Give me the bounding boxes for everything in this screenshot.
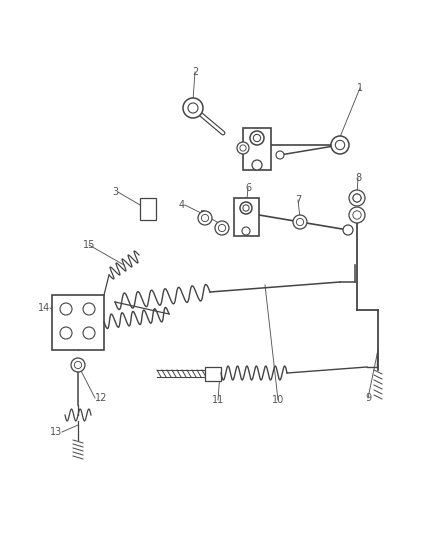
Text: 2: 2 bbox=[192, 67, 198, 77]
Text: 11: 11 bbox=[212, 395, 224, 405]
Circle shape bbox=[240, 145, 246, 151]
Bar bbox=[140, 198, 156, 220]
Text: 7: 7 bbox=[295, 195, 301, 205]
Circle shape bbox=[243, 205, 249, 211]
Circle shape bbox=[293, 215, 307, 229]
Bar bbox=[234, 198, 259, 236]
Circle shape bbox=[297, 219, 304, 225]
Circle shape bbox=[83, 303, 95, 315]
Bar bbox=[243, 128, 271, 170]
Text: 6: 6 bbox=[245, 183, 251, 193]
Bar bbox=[205, 367, 221, 381]
Circle shape bbox=[188, 103, 198, 113]
Circle shape bbox=[343, 225, 353, 235]
Circle shape bbox=[237, 142, 249, 154]
Circle shape bbox=[349, 207, 365, 223]
Text: 8: 8 bbox=[355, 173, 361, 183]
Circle shape bbox=[253, 134, 261, 142]
Text: 3: 3 bbox=[112, 187, 118, 197]
Circle shape bbox=[219, 224, 226, 232]
Circle shape bbox=[331, 136, 349, 154]
Circle shape bbox=[240, 202, 252, 214]
Text: 15: 15 bbox=[83, 240, 95, 250]
Circle shape bbox=[183, 98, 203, 118]
Circle shape bbox=[198, 211, 212, 225]
Circle shape bbox=[276, 151, 284, 159]
Circle shape bbox=[201, 214, 208, 222]
Text: 12: 12 bbox=[95, 393, 107, 403]
Circle shape bbox=[215, 221, 229, 235]
Circle shape bbox=[353, 194, 361, 202]
Text: 14: 14 bbox=[38, 303, 50, 313]
Circle shape bbox=[74, 361, 81, 369]
Circle shape bbox=[252, 160, 262, 170]
Circle shape bbox=[71, 358, 85, 372]
Circle shape bbox=[336, 140, 345, 150]
Circle shape bbox=[60, 303, 72, 315]
Circle shape bbox=[349, 190, 365, 206]
Text: 13: 13 bbox=[50, 427, 62, 437]
Text: 9: 9 bbox=[365, 393, 371, 403]
Circle shape bbox=[83, 327, 95, 339]
Text: 10: 10 bbox=[272, 395, 284, 405]
Circle shape bbox=[353, 211, 361, 219]
Circle shape bbox=[242, 227, 250, 235]
Circle shape bbox=[250, 131, 264, 145]
Circle shape bbox=[60, 327, 72, 339]
Text: 5: 5 bbox=[199, 210, 205, 220]
Text: 1: 1 bbox=[357, 83, 363, 93]
Circle shape bbox=[353, 194, 361, 202]
Bar bbox=[52, 295, 104, 350]
Text: 4: 4 bbox=[179, 200, 185, 210]
